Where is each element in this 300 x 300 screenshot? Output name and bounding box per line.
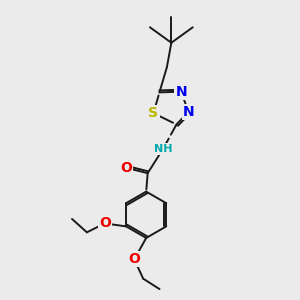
Text: O: O — [120, 161, 132, 175]
Text: NH: NH — [154, 144, 172, 154]
Text: S: S — [148, 106, 158, 120]
Text: N: N — [183, 105, 194, 119]
Text: O: O — [128, 252, 140, 266]
Text: N: N — [175, 85, 187, 99]
Text: O: O — [99, 216, 111, 230]
